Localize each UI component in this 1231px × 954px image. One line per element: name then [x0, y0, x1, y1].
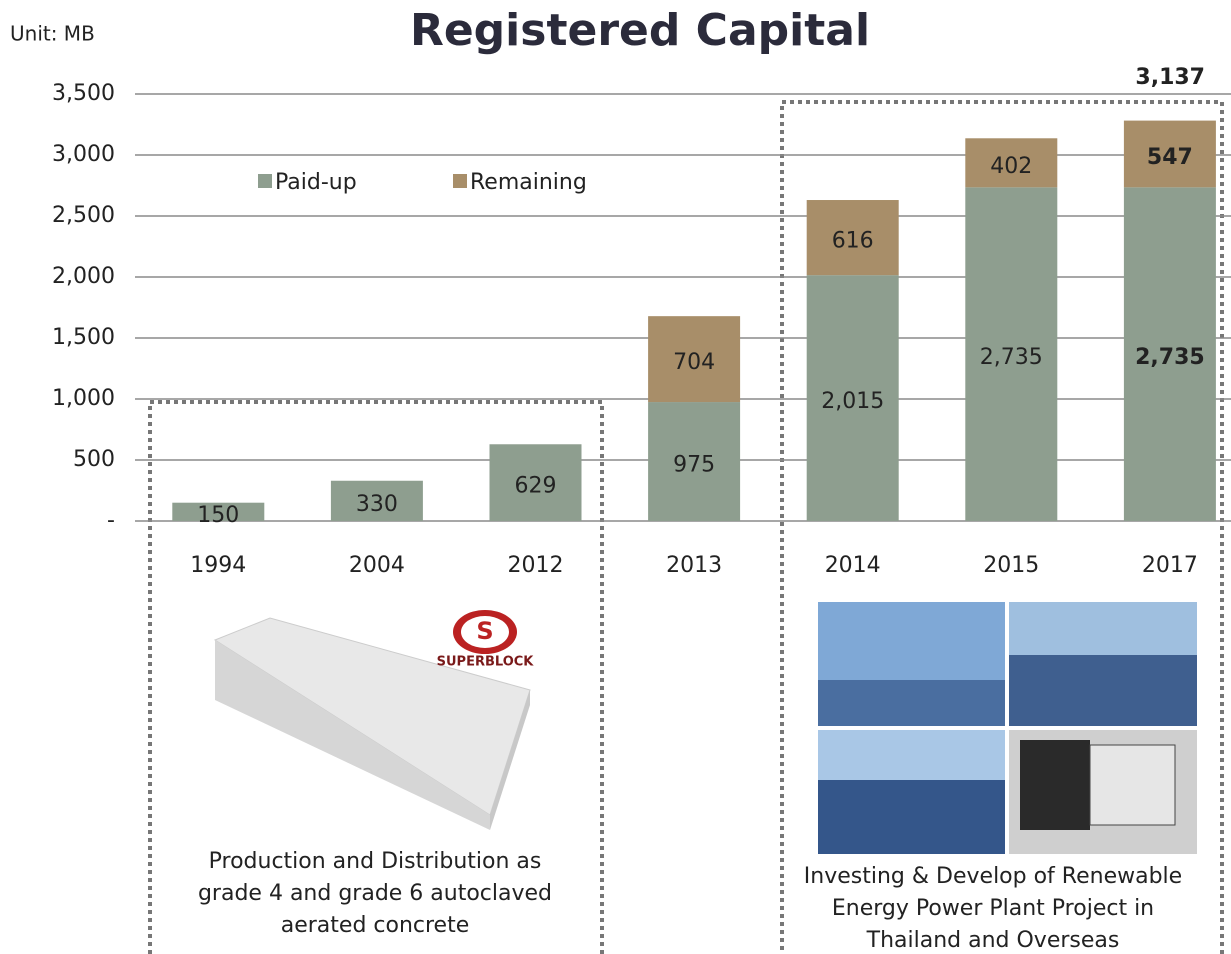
caption: aerated concrete [281, 913, 470, 938]
bar [806, 200, 899, 276]
y-tick-label: 3,000 [52, 142, 115, 167]
value-label: 402 [990, 154, 1032, 179]
y-tick-label: 1,000 [52, 386, 115, 411]
caption: Thailand and Overseas [866, 928, 1120, 953]
bar [330, 480, 423, 521]
x-tick-label: 1994 [190, 553, 246, 578]
x-tick-label: 2017 [1142, 553, 1198, 578]
value-label: 629 [515, 474, 557, 499]
value-label: 2,735 [1135, 345, 1205, 370]
bar [1123, 120, 1216, 188]
panel-box [148, 400, 604, 954]
legend-label: Remaining [470, 170, 587, 195]
x-tick-label: 2013 [666, 553, 722, 578]
y-tick-label: 1,500 [52, 325, 115, 350]
block-image: S [213, 610, 531, 830]
legend-label: Paid-up [275, 170, 357, 195]
caption: Production and Distribution as [209, 849, 542, 874]
y-tick-label: 500 [73, 447, 115, 472]
legend-swatch [453, 174, 467, 188]
caption: Energy Power Plant Project in [832, 896, 1154, 921]
bar [648, 402, 741, 521]
bar [648, 316, 741, 403]
value-label: 150 [197, 503, 239, 528]
logo-mark: S [476, 617, 493, 645]
bar [965, 187, 1058, 521]
value-label: 975 [673, 453, 715, 478]
bar [172, 502, 265, 521]
y-tick-label: 2,000 [52, 264, 115, 289]
caption: grade 4 and grade 6 autoclaved [198, 881, 552, 906]
unit-label: Unit: MB [10, 22, 95, 46]
y-tick-label: - [107, 508, 115, 533]
chart-title: Registered Capital [410, 5, 870, 56]
value-label: 330 [356, 492, 398, 517]
bar [1123, 187, 1216, 521]
legend-swatch [258, 174, 272, 188]
x-tick-label: 2004 [349, 553, 405, 578]
value-label: 547 [1147, 145, 1193, 170]
y-tick-label: 2,500 [52, 203, 115, 228]
annotation: 3,137 [1135, 65, 1205, 90]
bar [806, 275, 899, 521]
bar [965, 138, 1058, 188]
bar [489, 444, 582, 521]
caption: Investing & Develop of Renewable [804, 864, 1182, 889]
value-label: 704 [673, 350, 715, 375]
panel-box [780, 100, 1224, 954]
value-label: 2,015 [821, 389, 884, 414]
value-label: 2,735 [980, 345, 1043, 370]
x-tick-label: 2015 [983, 553, 1039, 578]
solar-images [818, 602, 1197, 854]
x-tick-label: 2012 [508, 553, 564, 578]
value-label: 616 [832, 229, 874, 254]
x-tick-label: 2014 [825, 553, 881, 578]
logo: SUPERBLOCK [437, 655, 535, 670]
y-tick-label: 3,500 [52, 81, 115, 106]
